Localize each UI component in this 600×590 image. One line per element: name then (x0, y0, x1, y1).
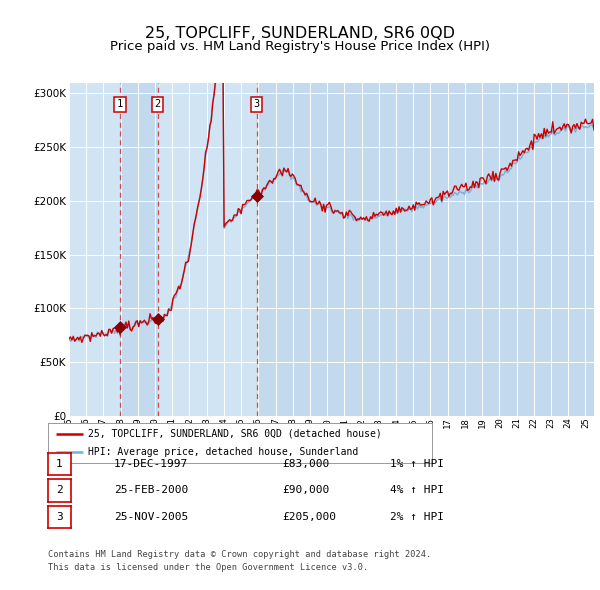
Text: 17-DEC-1997: 17-DEC-1997 (114, 459, 188, 468)
Bar (120, 83, 158, 416)
Text: 25, TOPCLIFF, SUNDERLAND, SR6 0QD (detached house): 25, TOPCLIFF, SUNDERLAND, SR6 0QD (detac… (88, 429, 382, 439)
Text: 1: 1 (117, 99, 123, 109)
Text: 1% ↑ HPI: 1% ↑ HPI (390, 459, 444, 468)
Text: 3: 3 (56, 512, 63, 522)
Text: 4% ↑ HPI: 4% ↑ HPI (390, 486, 444, 495)
Text: This data is licensed under the Open Government Licence v3.0.: This data is licensed under the Open Gov… (48, 563, 368, 572)
Bar (257, 83, 594, 416)
Text: Contains HM Land Registry data © Crown copyright and database right 2024.: Contains HM Land Registry data © Crown c… (48, 550, 431, 559)
Text: 1: 1 (56, 459, 63, 468)
Text: 25-NOV-2005: 25-NOV-2005 (114, 512, 188, 522)
Bar (69, 83, 120, 416)
Text: HPI: Average price, detached house, Sunderland: HPI: Average price, detached house, Sund… (88, 447, 359, 457)
Text: £83,000: £83,000 (282, 459, 329, 468)
Text: 2: 2 (155, 99, 161, 109)
Bar (158, 83, 257, 416)
Text: 25, TOPCLIFF, SUNDERLAND, SR6 0QD: 25, TOPCLIFF, SUNDERLAND, SR6 0QD (145, 25, 455, 41)
Text: £90,000: £90,000 (282, 486, 329, 495)
Text: 3: 3 (253, 99, 260, 109)
Text: 2% ↑ HPI: 2% ↑ HPI (390, 512, 444, 522)
Text: £205,000: £205,000 (282, 512, 336, 522)
Text: 25-FEB-2000: 25-FEB-2000 (114, 486, 188, 495)
Text: Price paid vs. HM Land Registry's House Price Index (HPI): Price paid vs. HM Land Registry's House … (110, 40, 490, 53)
Text: 2: 2 (56, 486, 63, 495)
